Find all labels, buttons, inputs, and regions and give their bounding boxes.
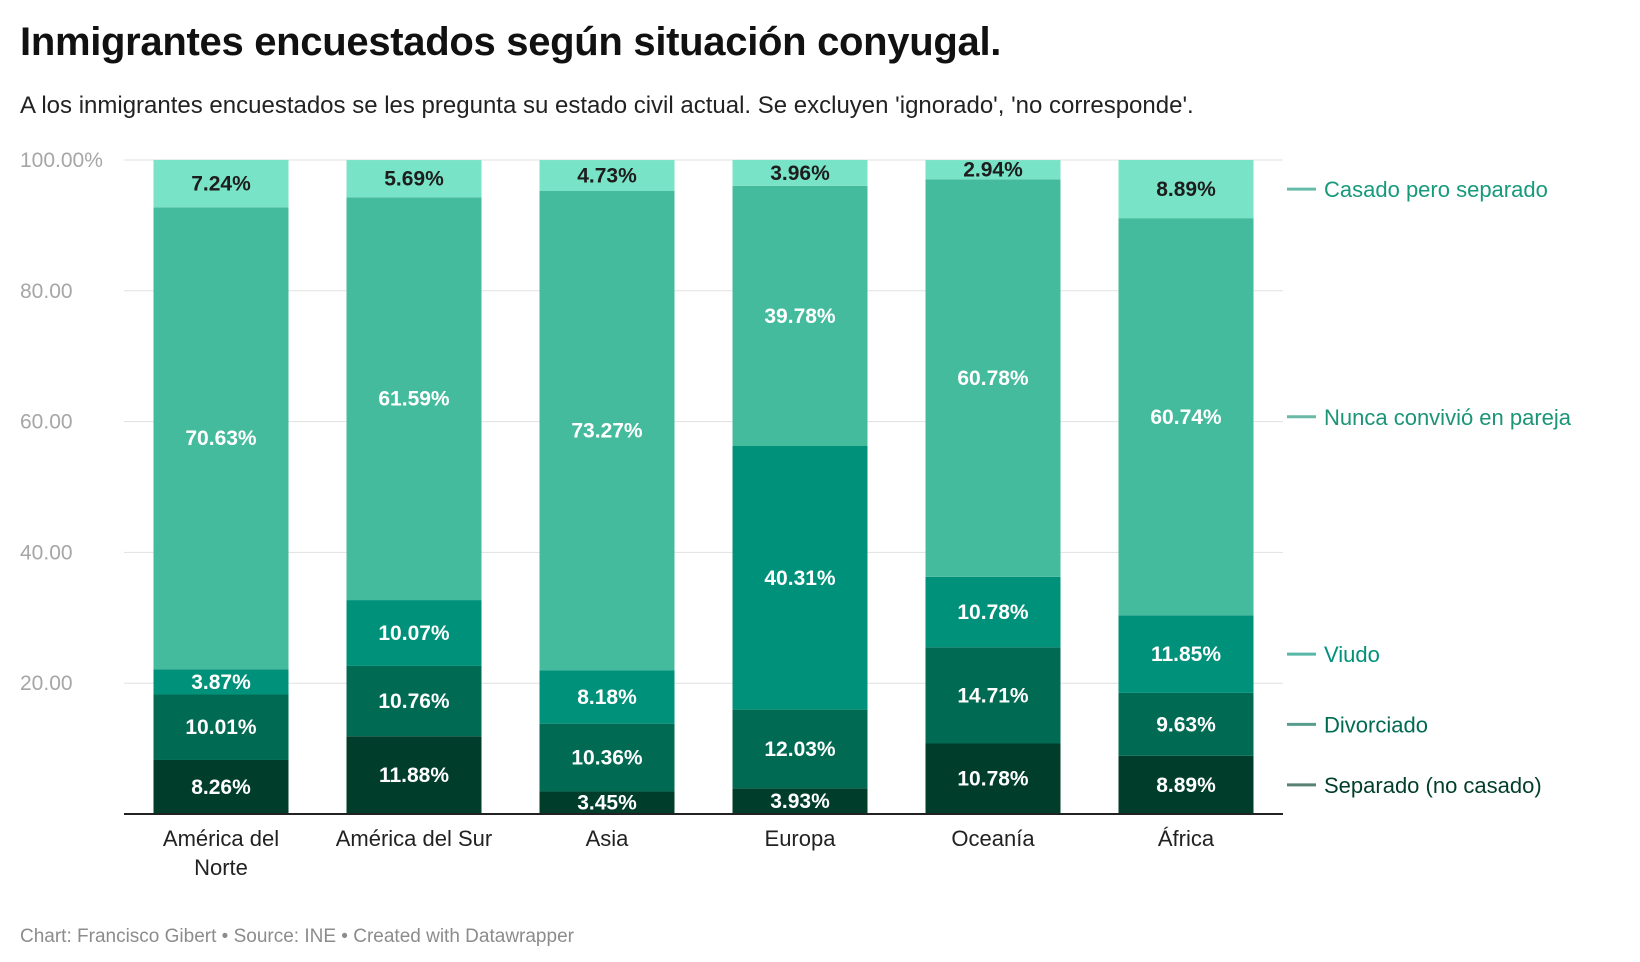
bar-segment-2 (925, 576, 1061, 648)
bar-segment-2 (539, 670, 675, 724)
bar-segment-0 (346, 736, 482, 814)
bar-segment-4 (539, 160, 675, 191)
bar-segment-2 (153, 669, 289, 695)
data-label: 3.87% (191, 671, 251, 694)
data-label: 4.73% (577, 165, 637, 188)
data-label: 60.74% (1150, 406, 1222, 429)
bar-segment-3 (925, 179, 1061, 577)
data-label: 10.78% (957, 601, 1029, 624)
x-tick-label: Oceanía (951, 826, 1035, 851)
legend-label: Divorciado (1324, 712, 1428, 737)
y-tick-label: 60.00 (20, 411, 73, 434)
bar-segment-2 (346, 600, 482, 666)
legend-label: Viudo (1324, 642, 1380, 667)
data-label: 3.45% (577, 792, 637, 815)
chart-subtitle: A los inmigrantes encuestados se les pre… (20, 92, 1194, 119)
data-label: 14.71% (957, 684, 1029, 707)
data-label: 12.03% (764, 738, 836, 761)
bar-segment-1 (1118, 692, 1254, 756)
bar-segment-4 (153, 159, 289, 208)
data-label: 39.78% (764, 305, 836, 328)
data-label: 9.63% (1156, 713, 1216, 736)
bar-segment-4 (346, 160, 482, 198)
data-label: 8.89% (1156, 178, 1216, 201)
bar-segment-3 (1118, 218, 1254, 616)
x-tick-label: América del (163, 826, 279, 851)
bar-segment-0 (925, 743, 1061, 814)
y-tick-label: 40.00 (20, 541, 73, 564)
data-label: 60.78% (957, 367, 1029, 390)
data-label: 73.27% (571, 420, 643, 443)
bar-segment-3 (153, 207, 289, 670)
x-tick-label: África (1158, 826, 1215, 851)
data-label: 2.94% (963, 159, 1023, 182)
legend-label: Casado pero separado (1324, 177, 1548, 202)
y-tick-label: 20.00 (20, 672, 73, 695)
bar-segment-1 (153, 694, 289, 760)
data-label: 10.76% (378, 690, 450, 713)
y-tick-label: 100.00% (20, 149, 103, 172)
data-label: 5.69% (384, 168, 444, 191)
bar-segment-4 (1118, 160, 1254, 219)
data-label: 40.31% (764, 567, 836, 590)
bar-segment-3 (346, 197, 482, 601)
data-label: 10.07% (378, 622, 450, 645)
data-label: 8.18% (577, 686, 637, 709)
data-label: 3.93% (770, 790, 830, 813)
bar-segment-1 (732, 709, 868, 789)
data-label: 70.63% (185, 427, 257, 450)
bar-segment-3 (539, 190, 675, 671)
bar-segment-4 (732, 159, 868, 186)
data-label: 11.85% (1151, 643, 1221, 666)
data-label: 8.26% (191, 776, 251, 799)
bar-segment-3 (732, 185, 868, 446)
bar-segment-4 (925, 160, 1061, 180)
data-label: 10.78% (957, 768, 1029, 791)
bar-segment-1 (925, 647, 1061, 744)
data-label: 7.24% (191, 173, 251, 196)
bar-segment-1 (346, 665, 482, 737)
y-tick-label: 80.00 (20, 280, 73, 303)
bar-segment-0 (1118, 755, 1254, 814)
bar-segment-2 (1118, 615, 1254, 693)
legend-label: Separado (no casado) (1324, 773, 1542, 798)
x-tick-label: Norte (194, 855, 248, 880)
data-label: 10.36% (571, 747, 643, 770)
bar-segment-1 (539, 723, 675, 792)
chart-title: Inmigrantes encuestados según situación … (20, 20, 1002, 64)
bar-segment-0 (539, 791, 675, 814)
data-label: 11.88% (379, 764, 449, 787)
x-tick-label: Europa (765, 826, 837, 851)
x-tick-label: América del Sur (336, 826, 493, 851)
x-tick-label: Asia (586, 826, 630, 851)
bar-segment-0 (153, 759, 289, 814)
data-label: 3.96% (770, 162, 830, 185)
data-label: 8.89% (1156, 774, 1216, 797)
data-label: 61.59% (378, 388, 450, 411)
bar-segment-0 (732, 788, 868, 814)
bar-segment-2 (732, 445, 868, 710)
data-label: 10.01% (185, 716, 257, 739)
chart-footer: Chart: Francisco Gibert • Source: INE • … (20, 926, 574, 947)
legend-label: Nunca convivió en pareja (1324, 405, 1572, 430)
